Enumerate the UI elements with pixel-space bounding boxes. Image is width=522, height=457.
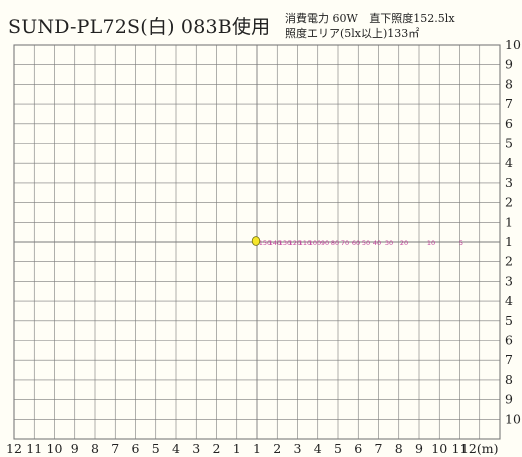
y-tick-label: 3 (505, 273, 513, 288)
x-tick-label: 10 (47, 441, 63, 456)
contour-value-label: 10 (427, 239, 435, 247)
x-tick-label: 6 (354, 441, 362, 456)
contour-value-label: 80 (331, 239, 339, 247)
illuminated-area: 照度エリア(5lx以上)133㎡ (285, 27, 420, 40)
x-tick-label: 1 (253, 441, 261, 456)
y-tick-label: 7 (505, 352, 513, 367)
contour-value-label: 60 (352, 239, 360, 247)
contour-value-label: 140 (269, 239, 281, 247)
x-tick-label: 3 (192, 441, 200, 456)
y-tick-label: 7 (505, 96, 513, 111)
x-tick-label: 8 (91, 441, 99, 456)
x-tick-label: 9 (415, 441, 423, 456)
x-tick-label: 9 (71, 441, 79, 456)
x-tick-label: 11 (26, 441, 42, 456)
y-tick-label: 8 (505, 372, 513, 387)
x-tick-label: 6 (132, 441, 140, 456)
x-tick-label: 3 (294, 441, 302, 456)
y-tick-label: 10 (505, 37, 521, 52)
x-tick-label: 1 (233, 441, 241, 456)
y-tick-label: 9 (505, 392, 513, 407)
x-tick-label: 4 (314, 441, 322, 456)
contour-value-label: 5 (459, 239, 463, 247)
contour-value-label: 30 (385, 239, 393, 247)
x-tick-label: 2 (273, 441, 281, 456)
x-tick-label: 4 (172, 441, 180, 456)
y-tick-label: 2 (505, 254, 513, 269)
x-tick-label: 7 (375, 441, 383, 456)
x-tick-label: 8 (395, 441, 403, 456)
y-tick-label: 9 (505, 57, 513, 72)
y-tick-label: 1 (505, 234, 513, 249)
y-tick-label: 2 (505, 195, 513, 210)
y-tick-label: 5 (505, 136, 513, 151)
contour-value-label: 20 (400, 239, 408, 247)
y-tick-label: 4 (505, 155, 513, 170)
y-axis-labels: 10 9 8 7 6 5 4 3 2 1 1 2 3 4 5 6 7 8 9 10 (505, 37, 521, 426)
y-tick-label: 4 (505, 293, 513, 308)
diagram-title: SUND-PL72S(白) 083B使用 (8, 16, 271, 38)
x-tick-label: 10 (431, 441, 447, 456)
contour-value-label: 40 (373, 239, 381, 247)
contour-value-label: 150 (259, 239, 271, 247)
y-tick-label: 6 (505, 116, 513, 131)
y-tick-label: 3 (505, 175, 513, 190)
y-tick-label: 1 (505, 214, 513, 229)
y-tick-label: 10 (505, 411, 521, 426)
x-tick-label: 5 (334, 441, 342, 456)
direct-illuminance: 直下照度152.5lx (369, 12, 455, 25)
contour-value-label: 120 (289, 239, 301, 247)
contour-value-label: 100 (309, 239, 321, 247)
contour-value-label: 110 (299, 239, 311, 247)
contour-value-label: 130 (279, 239, 291, 247)
power-consumption: 消費電力 60W (285, 12, 358, 25)
x-tick-label: 11 (452, 441, 468, 456)
contour-value-label: 70 (341, 239, 349, 247)
y-tick-label: 6 (505, 333, 513, 348)
y-tick-label: 8 (505, 76, 513, 91)
x-tick-label: 5 (152, 441, 160, 456)
contour-value-label: 90 (321, 239, 329, 247)
x-tick-label: 12 (6, 441, 22, 456)
light-center-marker (251, 236, 261, 246)
x-tick-label: 12(m) (461, 441, 499, 456)
spec-block: 消費電力 60W 直下照度152.5lx 照度エリア(5lx以上)133㎡ (285, 11, 463, 41)
y-tick-label: 5 (505, 313, 513, 328)
x-tick-label: 7 (111, 441, 119, 456)
grid (13, 44, 501, 440)
contour-value-label: 50 (362, 239, 370, 247)
x-tick-label: 2 (213, 441, 221, 456)
